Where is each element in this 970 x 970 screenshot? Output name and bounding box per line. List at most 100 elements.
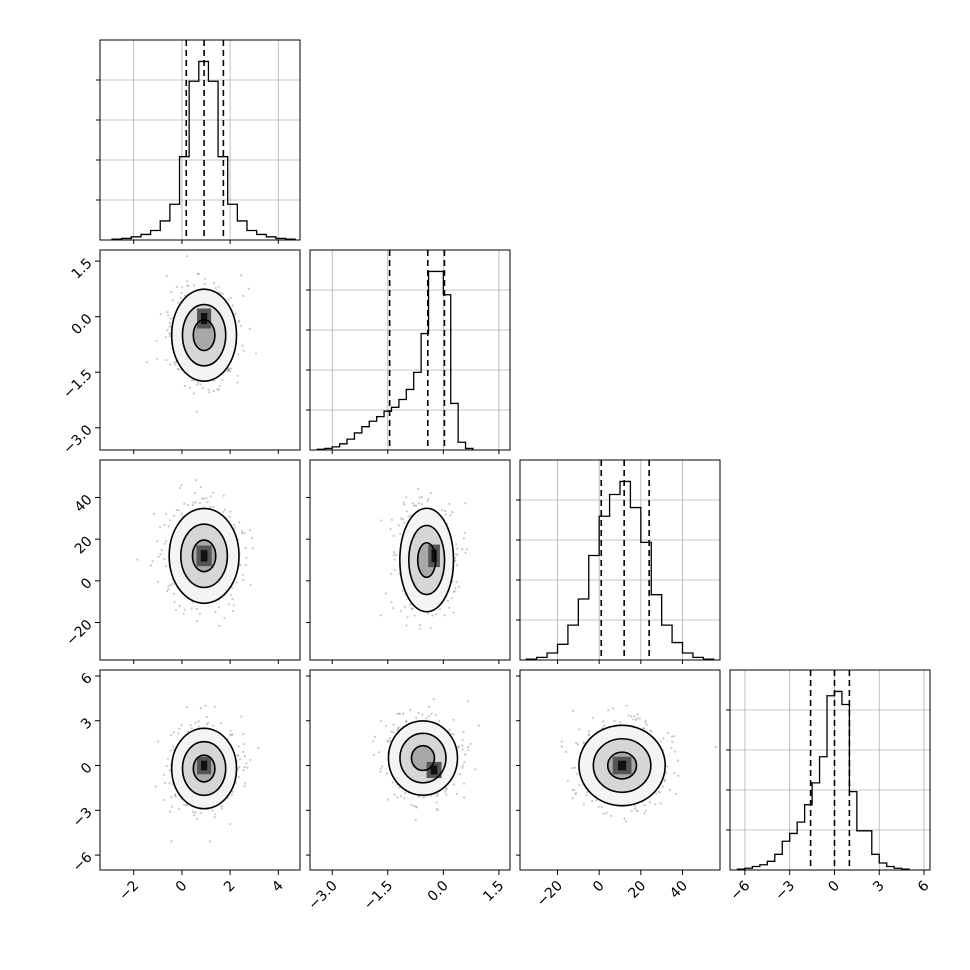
scatter-point (611, 707, 615, 710)
scatter-point (415, 716, 418, 720)
scatter-point (432, 698, 435, 701)
scatter-point (403, 605, 407, 608)
scatter-point (182, 612, 185, 615)
scatter-point (238, 521, 241, 524)
scatter-point (156, 357, 159, 360)
scatter-point (167, 314, 170, 317)
scatter-point (166, 757, 170, 760)
scatter-point (576, 772, 579, 775)
scatter-point (420, 495, 423, 498)
scatter-point (173, 361, 176, 364)
scatter-point (572, 709, 575, 713)
scatter-point (164, 540, 167, 543)
scatter-point (576, 743, 580, 746)
scatter-point (398, 524, 401, 527)
scatter-point (411, 607, 414, 610)
scatter-point (441, 509, 444, 512)
scatter-point (186, 280, 189, 283)
scatter-point (240, 324, 243, 328)
scatter-point (443, 790, 446, 793)
scatter-point (243, 532, 246, 535)
x-tick-label: 0 (173, 878, 191, 896)
scatter-point (231, 597, 234, 601)
scatter-point (229, 729, 232, 733)
scatter-point (623, 817, 626, 820)
scatter-point (429, 492, 432, 495)
scatter-point (230, 793, 233, 797)
scatter-point (457, 746, 460, 749)
scatter-point (417, 711, 420, 715)
panel-frame (99, 39, 301, 241)
scatter-point (190, 607, 193, 610)
scatter-point (560, 740, 563, 743)
scatter-point (636, 717, 639, 720)
scatter-point (390, 518, 393, 521)
scatter-point (198, 502, 201, 505)
scatter-point (587, 734, 590, 737)
scatter-point (458, 585, 461, 588)
scatter-point (390, 600, 393, 604)
scatter-point (466, 745, 470, 749)
scatter-point (170, 734, 173, 737)
scatter-point (409, 708, 412, 712)
x-tick-label: −3.0 (305, 878, 340, 913)
scatter-point (223, 508, 226, 511)
panel-frame (99, 249, 301, 451)
scatter-point (630, 809, 633, 812)
scatter-point (243, 785, 246, 788)
scatter-point (222, 494, 225, 497)
scatter-point (238, 319, 241, 322)
panel-frame (519, 669, 721, 871)
scatter-point (200, 811, 203, 815)
scatter-point (163, 523, 166, 527)
scatter-point (427, 612, 430, 615)
y-tick-label: 0.0 (69, 311, 96, 338)
scatter-point (644, 719, 647, 723)
scatter-point (448, 728, 451, 731)
scatter-point (236, 374, 239, 377)
scatter-point (242, 769, 245, 772)
scatter-point (458, 772, 461, 776)
scatter-point (392, 554, 395, 557)
scatter-point (430, 712, 433, 715)
scatter-point (405, 720, 408, 723)
scatter-point (222, 510, 225, 514)
scatter-point (625, 820, 628, 823)
scatter-point (464, 502, 467, 505)
scatter-point (393, 551, 396, 554)
y-tick-label: −3 (70, 805, 96, 831)
scatter-point (241, 573, 244, 576)
scatter-point (566, 779, 570, 782)
scatter-point (168, 332, 171, 335)
contour-line (192, 319, 216, 352)
scatter-point (405, 496, 408, 499)
scatter-point (231, 609, 235, 613)
scatter-point (172, 731, 175, 734)
scatter-point (463, 796, 466, 799)
scatter-point (469, 742, 472, 746)
scatter-point (456, 547, 459, 550)
scatter-point (249, 529, 252, 532)
scatter-point (199, 706, 202, 710)
scatter-point (173, 514, 176, 518)
scatter-point (377, 751, 381, 754)
scatter-point (591, 800, 594, 803)
scatter-point (411, 502, 414, 505)
y-tick-label: 0 (78, 575, 96, 593)
scatter-point (173, 600, 176, 604)
density-peak (200, 550, 208, 562)
scatter-point (191, 504, 194, 507)
scatter-point (204, 277, 207, 280)
scatter-point (238, 758, 242, 761)
contour-line (410, 744, 436, 772)
x-tick-label: 0 (825, 878, 843, 896)
scatter-point (662, 737, 665, 740)
scatter-point (381, 765, 384, 768)
histogram-step (736, 690, 910, 870)
scatter-point (232, 524, 235, 527)
scatter-point (444, 513, 447, 516)
scatter-point (207, 721, 210, 724)
scatter-point (177, 509, 180, 512)
scatter-point (197, 720, 200, 723)
scatter-point (602, 720, 605, 723)
